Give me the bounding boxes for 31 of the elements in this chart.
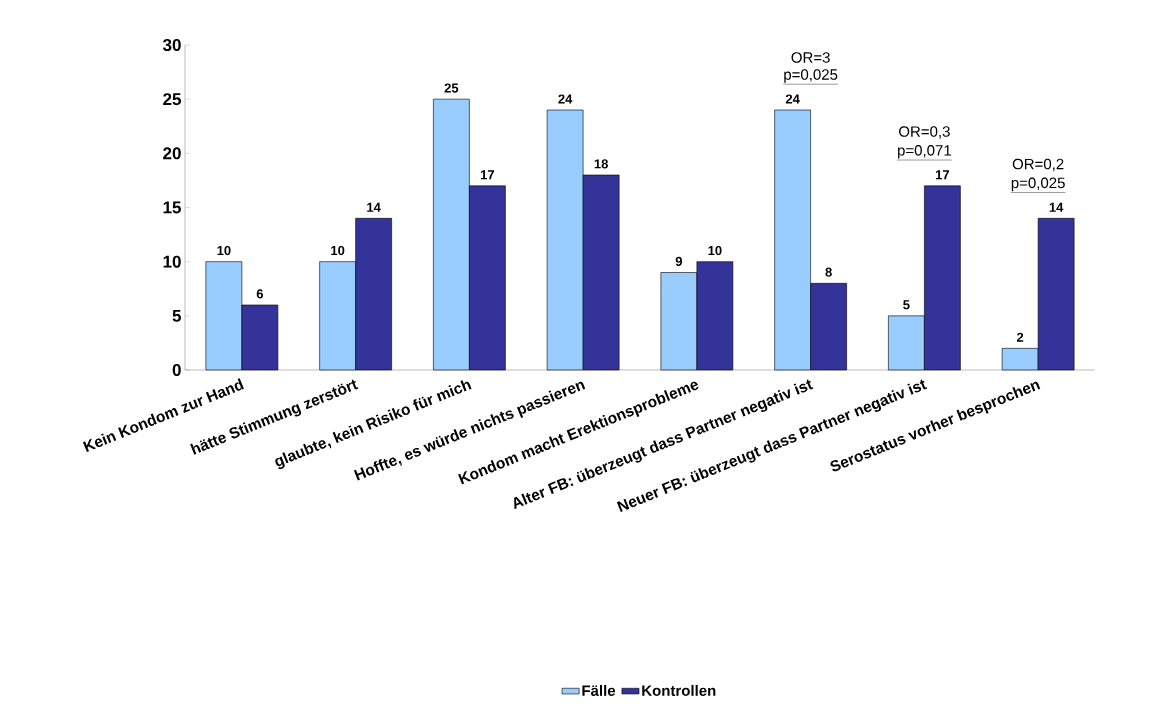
annotation: OR=0,2: [1012, 158, 1064, 172]
y-tick-label: 30: [162, 38, 181, 52]
annotation: OR=3: [791, 52, 830, 63]
data-label: 10: [217, 245, 231, 256]
y-tick-label: 0: [172, 363, 181, 377]
annotation: p=0,025: [1011, 177, 1065, 192]
data-label: 6: [256, 289, 264, 299]
data-label: 8: [825, 267, 832, 277]
legend-label: Kontrollen: [642, 684, 716, 696]
y-tick-label: 20: [163, 147, 181, 160]
data-label: 24: [558, 94, 573, 104]
data-label: 5: [903, 300, 910, 310]
data-label: 18: [594, 159, 608, 169]
data-label: 2: [1016, 332, 1024, 342]
annotation: p=0,071: [898, 145, 951, 159]
data-label: 25: [444, 83, 459, 93]
data-label: 9: [675, 256, 683, 266]
y-tick-label: 15: [163, 201, 181, 214]
data-label: 10: [331, 245, 345, 256]
y-tick-label: 10: [163, 255, 181, 268]
y-tick-label: 25: [163, 93, 181, 106]
data-label: 10: [708, 245, 722, 256]
y-tick-label: 5: [172, 309, 181, 322]
data-label: 17: [480, 170, 495, 180]
data-label: 14: [367, 202, 381, 212]
data-label: 14: [1049, 202, 1064, 212]
data-label: 17: [935, 170, 950, 180]
data-label: 24: [785, 94, 800, 104]
legend-label: Fälle: [582, 684, 616, 696]
annotation: p=0,025: [784, 69, 838, 83]
annotation: OR=0,3: [899, 126, 950, 139]
